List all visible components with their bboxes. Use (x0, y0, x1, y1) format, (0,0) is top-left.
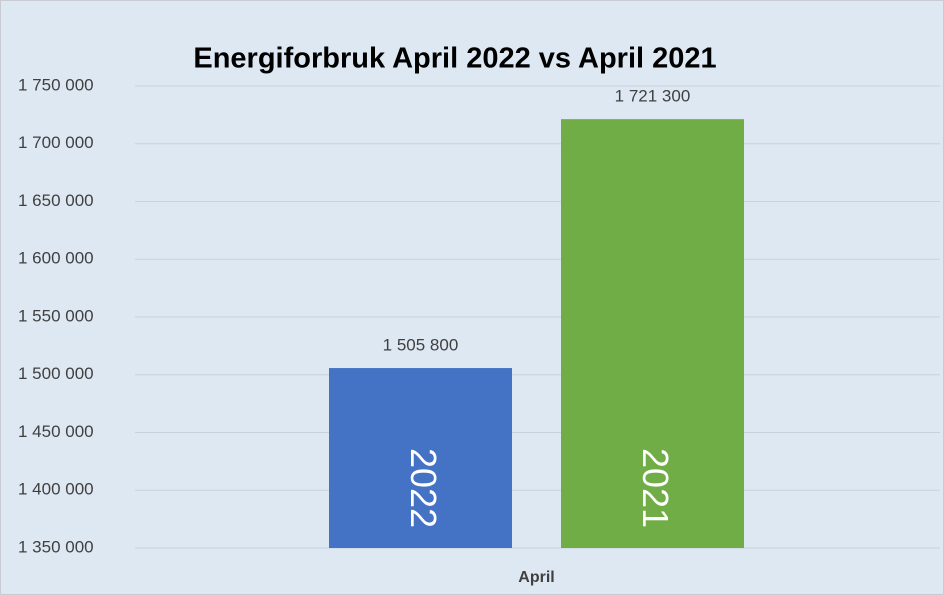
series-label: 2022 (403, 448, 444, 528)
y-tick-label: 1 700 000 (18, 133, 94, 152)
chart-title: Energiforbruk April 2022 vs April 2021 (193, 43, 716, 75)
data-label: 1 505 800 (383, 336, 459, 355)
y-tick-label: 1 350 000 (18, 537, 94, 556)
y-tick-label: 1 750 000 (18, 75, 94, 94)
y-tick-label: 1 650 000 (18, 191, 94, 210)
x-tick-label: April (518, 569, 554, 586)
y-tick-label: 1 500 000 (18, 364, 94, 383)
series-label: 2021 (635, 448, 676, 528)
y-tick-label: 1 550 000 (18, 306, 94, 325)
data-label: 1 721 300 (615, 87, 691, 106)
bar (561, 119, 744, 548)
y-tick-label: 1 400 000 (18, 480, 94, 499)
bar (329, 368, 512, 548)
y-tick-label: 1 450 000 (18, 422, 94, 441)
y-tick-label: 1 600 000 (18, 249, 94, 268)
